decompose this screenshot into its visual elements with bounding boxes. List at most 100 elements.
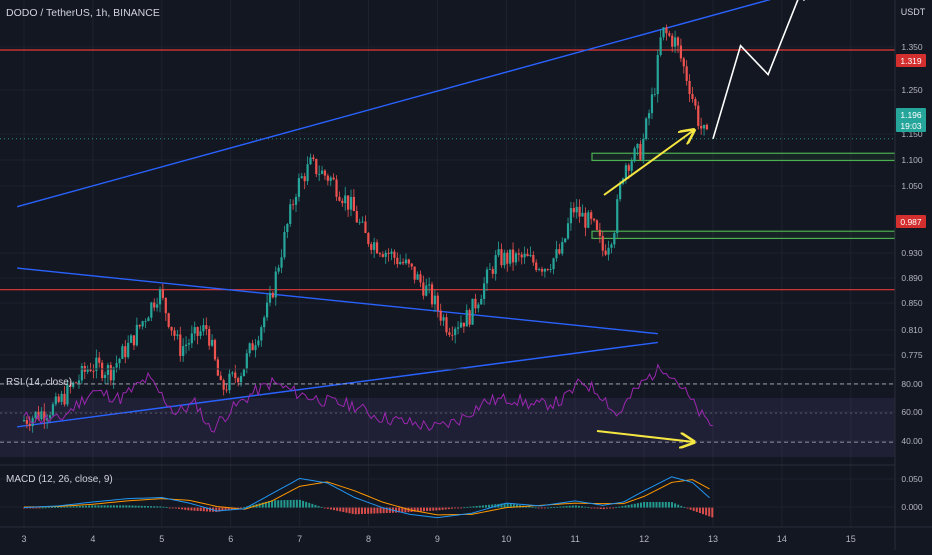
macd-histogram-bar [692,507,695,511]
candle-body [46,417,49,421]
macd-histogram-bar [60,506,63,508]
macd-histogram-bar [475,506,478,508]
macd-histogram-bar [612,507,615,509]
candle-body [399,261,402,265]
candle-body [387,252,390,254]
macd-histogram-bar [323,507,326,509]
macd-histogram-bar [364,507,367,514]
candle-body [271,292,274,298]
macd-histogram-bar [264,501,267,508]
time-tick: 6 [228,534,233,544]
candle-body [25,420,28,424]
macd-title: MACD (12, 26, close, 9) [6,474,113,485]
candle-body [378,253,382,255]
price-tick: 1.250 [901,85,923,95]
candle-body [633,148,636,162]
time-axis[interactable]: 3 4 5 6 7 8 9 10 11 12 13 14 15 [0,526,932,544]
candle-body [471,298,474,325]
time-tick: 5 [159,534,164,544]
candle-body [147,317,150,322]
candle-body [245,353,248,369]
candle-body [659,37,662,56]
time-tick: 4 [90,534,95,544]
macd-histogram-bar [413,507,416,512]
candle-body [118,358,121,364]
candle-body [237,378,240,383]
level-price-tag [896,54,926,67]
macd-histogram-bar [267,501,270,508]
macd-histogram-bar [236,507,239,509]
macd-histogram-bar [109,505,112,508]
candle-body [170,326,173,331]
macd-histogram-bar [367,507,370,514]
candle-body [653,94,656,95]
candle-body [564,238,567,242]
macd-histogram-bar [627,504,630,508]
macd-histogram-bar [689,507,692,510]
macd-histogram-bar [298,499,301,508]
macd-histogram-bar [199,507,202,512]
candle-body [329,177,332,181]
candle-body [627,165,630,171]
macd-histogram-bar [159,506,162,508]
macd-histogram-bar [382,507,385,514]
macd-histogram-bar [41,507,44,509]
macd-histogram-bar [500,503,503,508]
macd-histogram-bar [143,505,146,508]
macd-histogram-bar [339,507,342,512]
macd-histogram-bar [314,504,317,508]
support-zone [591,230,896,240]
time-tick: 10 [501,534,511,544]
macd-histogram-bar [395,507,398,513]
macd-histogram-bar [559,506,562,508]
candle-body [480,298,483,305]
macd-histogram-bar [97,505,100,508]
candle-body [338,196,341,201]
candle-body [613,233,616,245]
candle-body [590,212,593,219]
candle-body [309,157,312,165]
macd-histogram-bar [481,505,484,508]
macd-histogram-bar [292,499,295,508]
candle-body [511,249,515,263]
price-axis[interactable]: USDT 1.350 1.250 1.150 1.100 1.050 0.930… [894,0,932,550]
macd-histogram-bar [602,507,605,510]
candle-body [636,143,639,149]
price-tick: 0.850 [901,298,923,308]
macd-histogram-bar [112,505,115,508]
macd-histogram-bar [671,502,674,508]
candle-body [428,284,431,286]
candle-body [352,196,355,212]
candle-body [303,176,306,182]
candle-body [702,124,706,129]
macd-histogram-bar [438,507,441,511]
candle-body [639,143,642,160]
candle-body [459,322,463,328]
candle-body [347,195,350,210]
candle-body [523,253,526,258]
macd-histogram-bar [581,506,584,508]
candle-body [662,27,665,38]
macd-line [23,476,710,519]
candle-body [89,369,92,371]
macd-histogram-bar [184,507,187,510]
candle-body [465,310,468,327]
macd-histogram-bar [168,507,171,509]
macd-histogram-bar [289,499,292,508]
candle-body [48,415,52,418]
macd-histogram-bar [491,504,494,508]
macd-histogram-bar [29,507,32,509]
macd-histogram-bar [280,500,283,508]
macd-histogram-bar [224,507,227,511]
candle-body [124,346,127,358]
candle-body [43,411,46,421]
macd-histogram-bar [47,507,50,509]
macd-histogram-bar [553,507,556,508]
macd-histogram-bar [624,505,627,508]
candle-body [694,98,697,106]
candle-body [546,268,549,270]
price-tick: 0.775 [901,350,923,360]
candle-body [552,258,555,270]
